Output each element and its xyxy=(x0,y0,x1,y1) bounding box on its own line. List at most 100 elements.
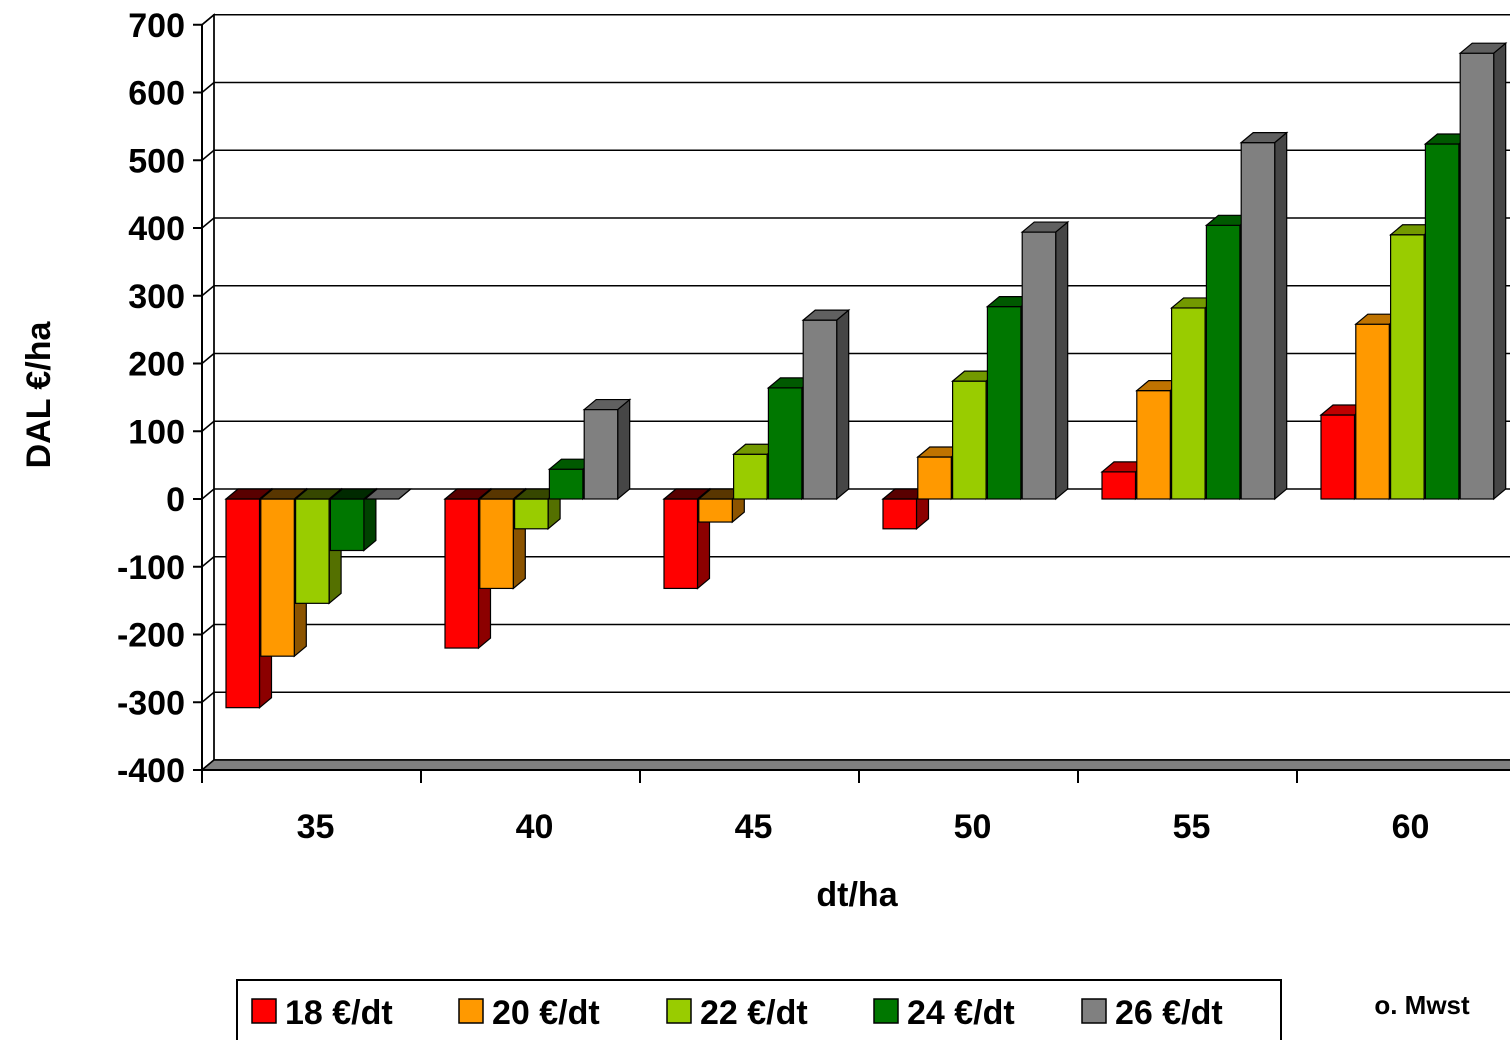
legend: 18 €/dt 20 €/dt 22 €/dt 24 €/dt 26 €/dt xyxy=(236,979,1282,1040)
y-tick-label: 500 xyxy=(128,142,185,180)
bar xyxy=(363,488,413,500)
bar xyxy=(801,308,851,501)
x-tick-label: 55 xyxy=(1173,808,1211,846)
gridline-side xyxy=(201,420,215,432)
bar-top xyxy=(293,488,343,500)
legend-box xyxy=(236,979,1282,1040)
y-tick-label: 100 xyxy=(128,413,185,451)
y-tick-label: -400 xyxy=(117,752,185,790)
x-tick-label: 50 xyxy=(954,808,992,846)
bar xyxy=(293,487,343,605)
legend-label: 18 €/dt xyxy=(285,994,393,1032)
y-tick-label: -300 xyxy=(117,684,185,722)
plot-area xyxy=(201,13,1510,772)
bar-front xyxy=(1101,471,1137,500)
x-tick-label: 45 xyxy=(735,808,773,846)
bar-front xyxy=(986,305,1022,500)
bar xyxy=(328,487,378,552)
legend-label: 24 €/dt xyxy=(907,994,1015,1032)
bar-top xyxy=(582,398,632,411)
gridline-side xyxy=(201,556,215,568)
bar-front xyxy=(1424,143,1460,500)
bar xyxy=(259,487,308,658)
x-tick-label: 60 xyxy=(1392,808,1430,846)
bar xyxy=(1458,41,1508,501)
bar-front xyxy=(1459,52,1495,500)
bar-side xyxy=(1274,131,1288,501)
bar-front xyxy=(583,408,619,500)
legend-swatch xyxy=(458,998,484,1024)
x-axis-ticks: 35 40 45 50 55 60 xyxy=(201,770,1430,846)
bar xyxy=(1020,220,1070,501)
gridline-side xyxy=(201,217,215,229)
bar-front xyxy=(1355,323,1390,500)
chart-floor xyxy=(199,759,1510,771)
bar xyxy=(582,398,632,501)
bar-front xyxy=(802,319,838,500)
bar-front xyxy=(548,468,584,500)
bar-top xyxy=(328,488,378,500)
bar-front xyxy=(767,387,803,500)
legend-label: 22 €/dt xyxy=(700,994,808,1032)
bar-front xyxy=(1320,414,1356,500)
bar xyxy=(1239,131,1289,501)
gridline-side xyxy=(201,81,215,94)
legend-label: 20 €/dt xyxy=(492,994,600,1032)
bar-front xyxy=(1205,224,1241,500)
bar-top xyxy=(443,488,493,500)
x-tick-label: 35 xyxy=(297,808,335,846)
x-axis-title: dt/ha xyxy=(816,876,898,914)
bar-front xyxy=(1170,307,1206,500)
bar-front xyxy=(513,498,549,530)
bar-front xyxy=(295,498,330,604)
bar-front xyxy=(698,498,733,523)
bar xyxy=(697,487,746,524)
y-axis-ticks: 700 600 500 400 300 200 100 0 -100 -200 -300 -400 xyxy=(117,7,202,790)
y-tick-label: 300 xyxy=(128,278,185,316)
gridline-side xyxy=(201,488,215,500)
x-tick-label: 40 xyxy=(516,808,554,846)
bar-front xyxy=(1021,231,1057,500)
bars xyxy=(224,41,1508,709)
floor-slab xyxy=(199,759,1510,771)
y-tick-label: 0 xyxy=(166,481,185,519)
bar-front xyxy=(951,380,987,500)
bar-front xyxy=(225,498,261,709)
legend-swatch xyxy=(873,998,899,1024)
bar-front xyxy=(260,498,295,657)
note-text: o. Mwst xyxy=(1374,990,1470,1020)
y-tick-label: 400 xyxy=(128,210,185,248)
bar-side xyxy=(617,398,631,501)
y-tick-label: 600 xyxy=(128,75,185,113)
y-tick-label: 200 xyxy=(128,346,185,384)
gridline-side xyxy=(201,623,215,636)
bar-front xyxy=(732,453,768,500)
bar-top xyxy=(801,309,851,321)
legend-swatch xyxy=(1081,998,1107,1024)
bar-top xyxy=(478,488,527,500)
bar-front xyxy=(444,498,480,649)
gridline-side xyxy=(201,14,215,26)
gridline-side xyxy=(201,691,215,703)
bar xyxy=(1100,460,1150,501)
bar-front xyxy=(479,498,514,590)
bar-top xyxy=(1239,132,1289,144)
legend-swatch xyxy=(666,998,692,1024)
bar-side xyxy=(836,308,850,501)
y-axis-title: DAL €/ha xyxy=(20,321,58,469)
back-wall xyxy=(213,14,1510,761)
bar-side xyxy=(1493,41,1507,501)
bar-front xyxy=(882,498,918,530)
bar-front xyxy=(917,456,952,500)
y-tick-label: 700 xyxy=(128,7,185,45)
legend-swatch xyxy=(251,998,277,1024)
bar-front xyxy=(1240,142,1276,500)
y-tick-label: -200 xyxy=(117,617,185,655)
bar-front xyxy=(1389,234,1425,500)
gridline-side xyxy=(201,149,215,161)
bar-top xyxy=(1020,221,1070,233)
legend-label: 26 €/dt xyxy=(1115,994,1223,1032)
bar-side xyxy=(1055,220,1069,501)
bar-top xyxy=(259,488,308,500)
